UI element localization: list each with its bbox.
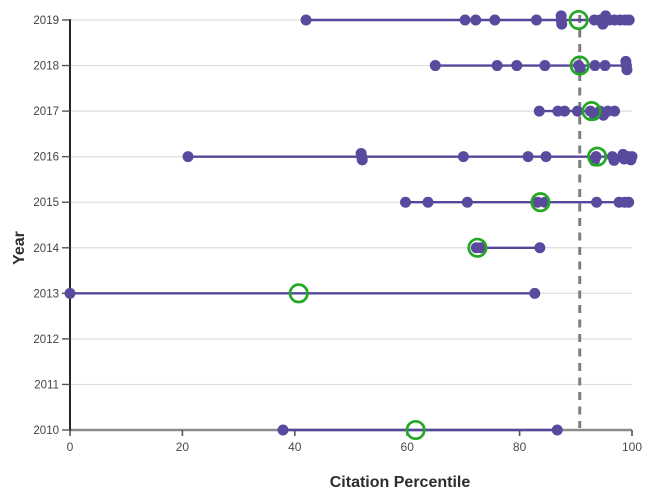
data-point	[461, 196, 473, 208]
data-point	[590, 151, 602, 163]
data-point	[589, 60, 601, 72]
year-row-2013	[64, 283, 541, 304]
data-point	[623, 14, 635, 26]
data-point	[559, 105, 571, 117]
x-axis-title: Citation Percentile	[330, 474, 471, 491]
data-point	[491, 60, 503, 72]
highlight-ring	[568, 9, 589, 31]
highlight-ring	[581, 101, 602, 122]
data-point	[551, 424, 563, 436]
data-point	[429, 60, 441, 72]
data-point	[511, 60, 523, 72]
year-row-2018	[429, 55, 633, 76]
y-tick-label: 2019	[33, 15, 59, 27]
highlight-ring	[405, 419, 426, 441]
data-point	[623, 196, 635, 208]
data-point	[533, 105, 545, 117]
data-point	[522, 151, 534, 163]
x-tick-label: 60	[401, 440, 415, 454]
y-axis-title: Year	[11, 231, 28, 265]
data-point	[529, 287, 541, 299]
data-point	[609, 105, 621, 117]
x-tick-label: 40	[288, 440, 302, 454]
y-tick-label: 2015	[33, 197, 59, 209]
y-tick-label: 2012	[33, 334, 59, 346]
y-tick-label: 2016	[33, 152, 59, 164]
data-point	[540, 151, 552, 163]
x-tick-label: 80	[513, 440, 527, 454]
data-point	[489, 14, 501, 26]
y-tick-label: 2014	[33, 243, 59, 255]
data-point	[626, 151, 638, 163]
data-point	[556, 18, 568, 30]
data-point	[599, 60, 611, 72]
data-point	[470, 14, 482, 26]
y-tick-label: 2010	[33, 425, 59, 437]
highlight-ring	[530, 192, 551, 213]
data-point	[530, 14, 542, 26]
x-tick-label: 0	[67, 440, 74, 454]
data-point	[277, 424, 289, 436]
data-point	[64, 287, 76, 299]
y-tick-label: 2018	[33, 61, 59, 73]
data-point	[457, 151, 469, 163]
data-point	[459, 14, 471, 26]
year-row-2014	[467, 237, 546, 258]
data-point	[400, 196, 412, 208]
year-row-2015	[400, 192, 635, 213]
data-point	[182, 151, 194, 163]
highlight-ring	[569, 55, 590, 76]
data-point	[621, 64, 633, 76]
y-tick-label: 2017	[33, 106, 59, 118]
x-tick-label: 100	[622, 440, 642, 454]
year-row-2016	[182, 146, 638, 167]
highlight-ring	[288, 283, 309, 304]
data-point	[591, 196, 603, 208]
y-tick-label: 2011	[34, 379, 59, 391]
data-point	[534, 242, 546, 254]
plot-area: 0 20 40 60 80 100 2019 2018 2017 2016 2015 2014 2013…	[33, 9, 642, 454]
year-row-2019	[300, 9, 635, 31]
data-point	[300, 14, 312, 26]
data-point	[475, 242, 487, 254]
x-tick-label: 20	[176, 440, 190, 454]
year-row-2010	[277, 419, 563, 441]
data-point	[574, 63, 586, 75]
data-point	[356, 154, 368, 166]
data-point	[539, 60, 551, 72]
data-point	[422, 196, 434, 208]
data-point	[608, 154, 620, 166]
highlight-ring	[587, 146, 608, 167]
highlight-ring	[467, 237, 488, 258]
data-point	[571, 105, 583, 117]
y-tick-label: 2013	[33, 288, 59, 300]
year-row-2017	[533, 101, 621, 122]
